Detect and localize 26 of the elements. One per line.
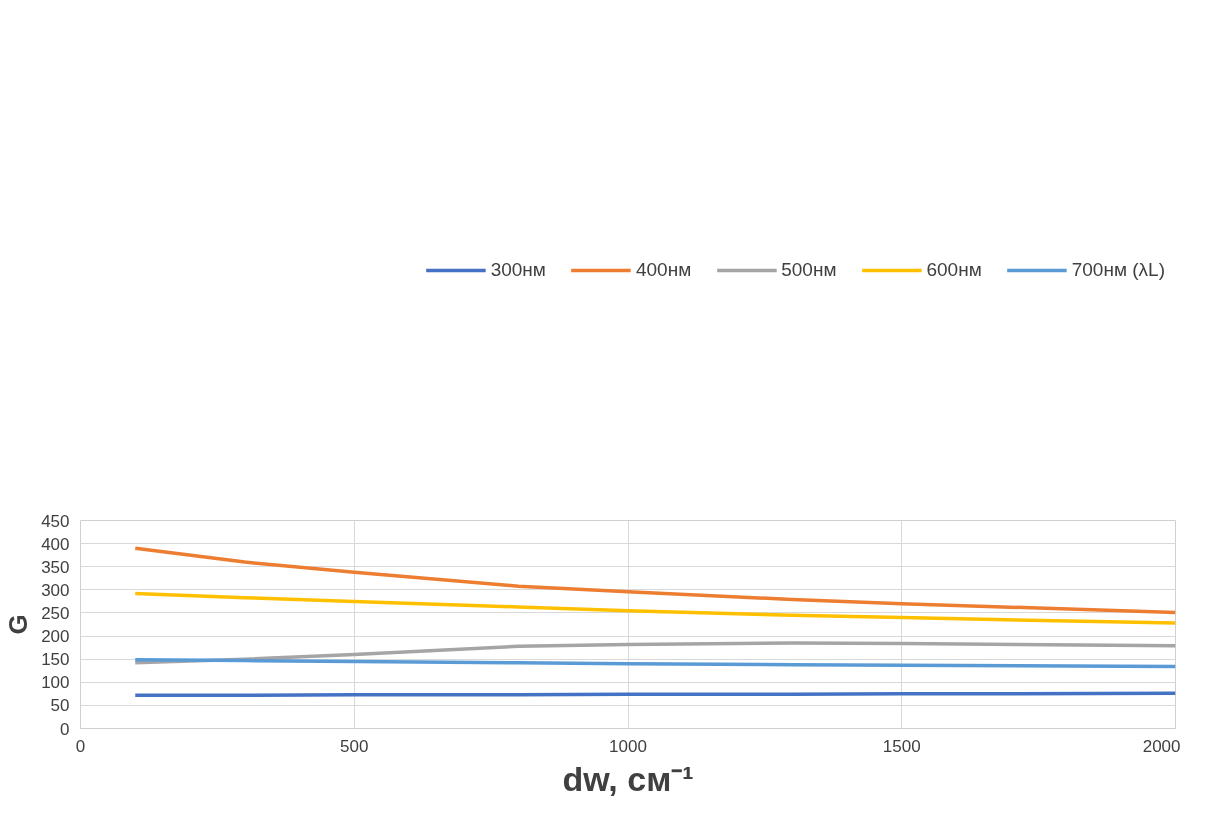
line-series: [133, 657, 1176, 669]
x-tick-label: 1000: [609, 736, 647, 756]
y-tick-label: 0: [60, 719, 70, 739]
legend-label: 500нм: [781, 259, 837, 281]
line-series: [133, 591, 1176, 625]
legend-label: 700нм (λL): [1071, 259, 1165, 281]
legend-label: 300нм: [490, 259, 546, 281]
y-tick-label: 150: [41, 650, 70, 670]
y-tick-label: 400: [41, 534, 70, 554]
y-tick-label: 50: [50, 696, 70, 716]
x-tick-label: 500: [340, 736, 369, 756]
y-tick-label: 450: [41, 511, 70, 531]
y-axis-title: G: [3, 614, 34, 635]
x-axis-title: dw, см⁻¹: [562, 759, 694, 798]
y-tick-label: 300: [41, 580, 70, 600]
y-tick-label: 350: [41, 557, 70, 577]
y-tick-label: 250: [41, 603, 70, 623]
legend-label: 400нм: [635, 259, 692, 281]
y-tick-label: 200: [41, 627, 70, 647]
x-tick-label: 1500: [882, 736, 921, 756]
x-tick-label: 0: [75, 736, 86, 756]
y-tick-label: 100: [41, 673, 70, 693]
legend-label: 600нм: [926, 259, 982, 281]
x-tick-label: 2000: [1142, 736, 1181, 756]
line-series: [133, 546, 1176, 615]
line-series: [133, 641, 1176, 665]
